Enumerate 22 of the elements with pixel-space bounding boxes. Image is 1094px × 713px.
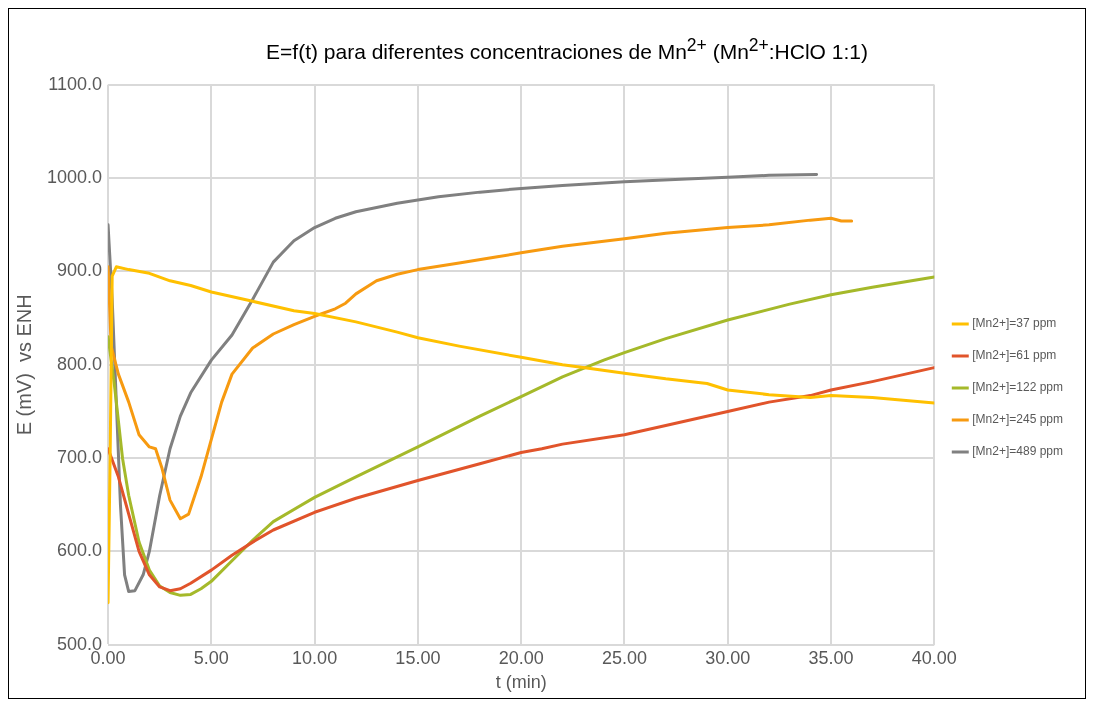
y-tick-label: 1100.0 xyxy=(48,73,103,94)
y-tick-label: 1000.0 xyxy=(46,167,103,188)
y-tick-label: 900.0 xyxy=(57,260,103,281)
x-tick-label: 25.00 xyxy=(601,647,647,668)
x-tick-label: 20.00 xyxy=(498,647,544,668)
x-axis-title: t (min) xyxy=(495,672,547,693)
chart-title: E=f(t) para diferentes concentraciones de Mn$^{2+}$ (Mn$^{2+}$:HClO 1:1) xyxy=(265,34,869,65)
legend-label: [Mn2+]=37 ppm xyxy=(972,316,1057,331)
y-tick-label: 700.0 xyxy=(57,447,103,468)
y-tick-label: 600.0 xyxy=(57,540,103,561)
y-tick-label: 800.0 xyxy=(57,353,103,374)
legend-label: [Mn2+]=122 ppm xyxy=(972,380,1064,395)
legend-label: [Mn2+]=489 ppm xyxy=(972,444,1064,459)
x-tick-label: 40.00 xyxy=(911,647,957,668)
legend-label: [Mn2+]=61 ppm xyxy=(972,348,1057,363)
x-tick-label: 5.00 xyxy=(193,647,229,668)
x-tick-label: 35.00 xyxy=(808,647,854,668)
y-axis-title: E (mV) vs ENH xyxy=(12,294,35,436)
legend-label: [Mn2+]=245 ppm xyxy=(972,412,1064,427)
x-tick-label: 30.00 xyxy=(705,647,751,668)
x-tick-label: 15.00 xyxy=(395,647,441,668)
x-tick-label: 10.00 xyxy=(292,647,338,668)
